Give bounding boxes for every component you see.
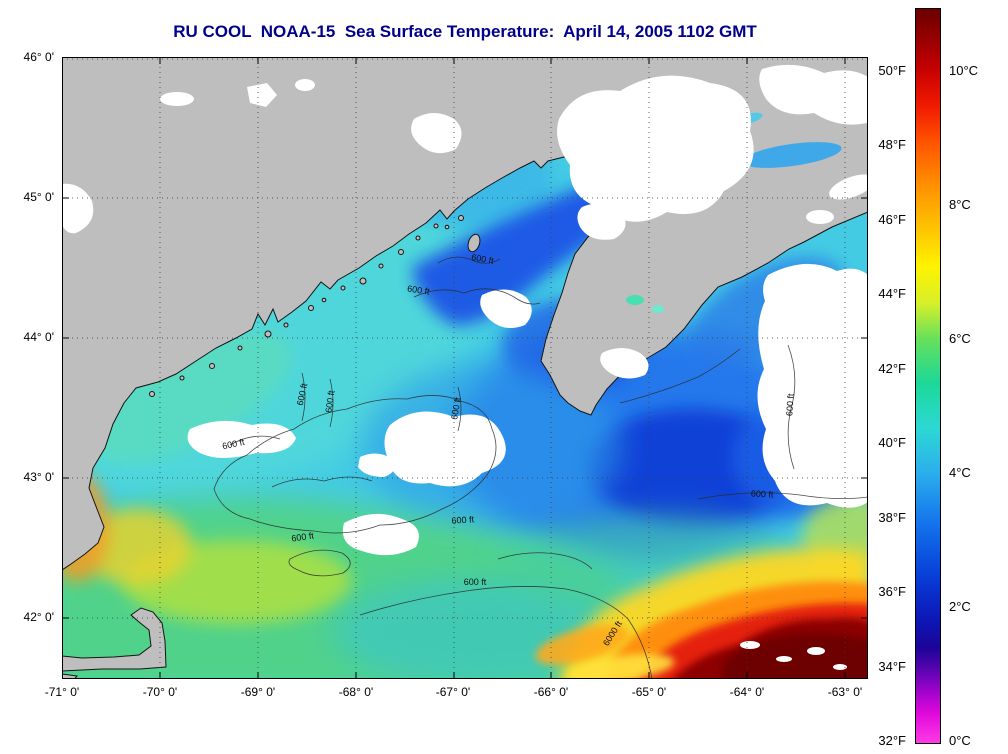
lon-tick-65: -65° 0' (631, 685, 667, 699)
contour-label: 600 ft (751, 488, 775, 499)
island-sliver (62, 673, 78, 679)
cbar-f-label: 46°F (878, 212, 906, 227)
contour-label: 600 ft (451, 514, 475, 526)
bathymetry-contours (213, 256, 868, 679)
lon-tick-63: -63° 0' (827, 685, 863, 699)
cbar-c-label: 10°C (949, 63, 979, 78)
lon-tick-64: -64° 0' (729, 685, 765, 699)
contour-label: 600 ft (295, 382, 310, 407)
cbar-f-label: 48°F (878, 137, 906, 152)
contour-label: 600 ft (221, 437, 246, 452)
lat-tick-46: 46° 0' (23, 50, 54, 64)
lon-tick-71: -71° 0' (44, 685, 80, 699)
cbar-f-label: 32°F (878, 733, 906, 748)
contour-label: 600 ft (291, 530, 315, 543)
cbar-f-label: 42°F (878, 361, 906, 376)
contour-label: 600 ft (784, 393, 796, 417)
lon-tick-70: -70° 0' (142, 685, 178, 699)
contour-label: 600 ft (464, 577, 487, 587)
contour-label: 600 ft (407, 284, 431, 297)
sst-map: 600 ft 600 ft 600 ft 600 ft 600 ft 600 f… (62, 57, 868, 679)
contour-label: 600 ft (471, 252, 495, 266)
axis-ticks (62, 57, 868, 679)
cbar-f-label: 44°F (878, 286, 906, 301)
plot-area: 600 ft 600 ft 600 ft 600 ft 600 ft 600 f… (62, 57, 868, 679)
cbar-c-label: 4°C (949, 465, 971, 480)
cbar-f-label: 50°F (878, 63, 906, 78)
coastal-islands (149, 215, 464, 397)
lon-tick-67: -67° 0' (435, 685, 471, 699)
lon-tick-66: -66° 0' (533, 685, 569, 699)
lon-tick-69: -69° 0' (240, 685, 276, 699)
cbar-f-label: 38°F (878, 510, 906, 525)
lat-tick-44: 44° 0' (23, 330, 54, 344)
cbar-c-label: 0°C (949, 733, 971, 748)
contour-label: 600 ft (324, 389, 337, 413)
plot-border (62, 57, 868, 679)
cbar-f-label: 36°F (878, 584, 906, 599)
cbar-f-label: 34°F (878, 659, 906, 674)
lat-tick-45: 45° 0' (23, 190, 54, 204)
cbar-c-label: 2°C (949, 599, 971, 614)
lat-tick-42: 42° 0' (23, 610, 54, 624)
colorbar-gradient (915, 8, 941, 744)
cbar-c-label: 6°C (949, 331, 971, 346)
cbar-f-label: 40°F (878, 435, 906, 450)
lat-tick-43: 43° 0' (23, 470, 54, 484)
cbar-c-label: 8°C (949, 197, 971, 212)
graticule (62, 57, 868, 679)
cape-cod (62, 607, 167, 672)
grand-manan-island (467, 233, 481, 253)
figure-title: RU COOL NOAA-15 Sea Surface Temperature:… (173, 22, 757, 41)
contour-labels: 600 ft 600 ft 600 ft 600 ft 600 ft 600 f… (221, 252, 795, 648)
contour-label: 600 ft (449, 396, 463, 420)
lon-tick-68: -68° 0' (338, 685, 374, 699)
clouds (62, 64, 868, 670)
